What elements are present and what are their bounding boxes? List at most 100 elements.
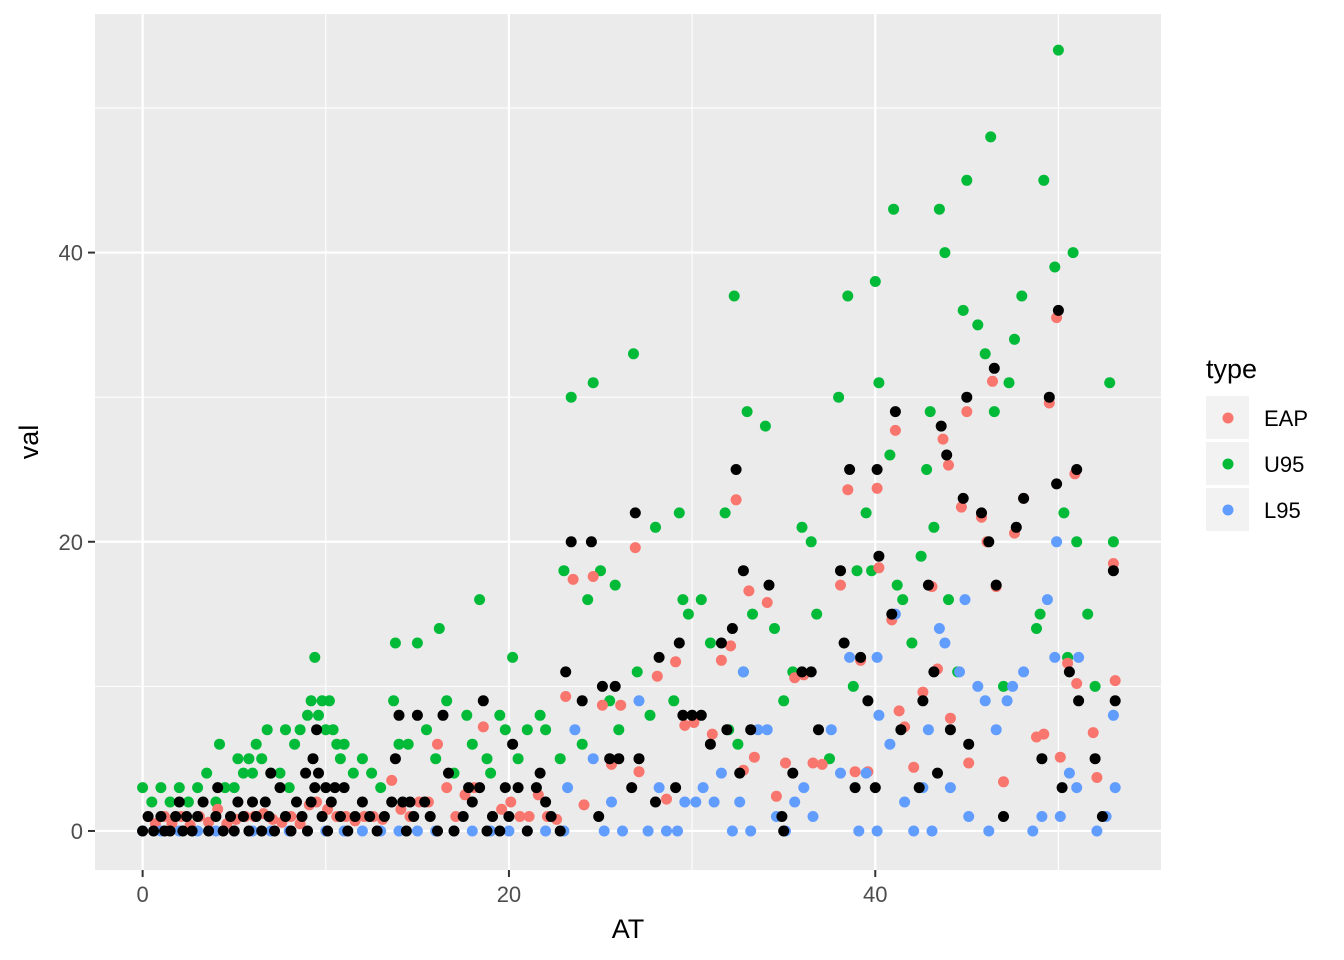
point-u95: [741, 406, 753, 418]
point-eap: [725, 640, 737, 652]
point-l95: [411, 825, 423, 837]
point-overlay: [225, 811, 236, 822]
point-u95: [842, 290, 854, 302]
series-overlay: [137, 304, 1121, 837]
point-u95: [1089, 680, 1101, 692]
point-overlay: [232, 796, 244, 808]
point-u95: [347, 767, 359, 779]
point-eap: [596, 699, 608, 711]
point-l95: [690, 796, 702, 808]
point-eap: [842, 484, 854, 496]
point-l95: [899, 796, 911, 808]
point-u95: [576, 738, 588, 750]
point-overlay: [737, 565, 749, 577]
point-l95: [873, 709, 885, 721]
point-l95: [1041, 594, 1053, 606]
point-overlay: [285, 825, 297, 837]
point-eap: [748, 751, 760, 763]
point-l95: [633, 695, 645, 707]
point-eap: [633, 766, 645, 778]
point-u95: [375, 782, 387, 794]
point-eap: [871, 482, 883, 494]
point-eap: [943, 459, 954, 471]
point-u95: [609, 579, 621, 591]
point-overlay: [371, 825, 383, 837]
point-overlay: [889, 406, 901, 418]
point-overlay: [734, 767, 746, 779]
point-u95: [356, 753, 368, 765]
point-overlay: [677, 709, 689, 721]
point-overlay: [653, 651, 665, 663]
point-u95: [924, 406, 936, 418]
point-overlay: [432, 825, 443, 837]
point-overlay: [228, 825, 240, 837]
point-overlay: [142, 811, 154, 822]
point-overlay: [404, 796, 416, 808]
point-eap: [560, 691, 572, 702]
point-u95: [778, 695, 790, 707]
point-overlay: [534, 767, 546, 779]
point-overlay: [787, 767, 799, 779]
point-u95: [338, 738, 350, 750]
point-overlay: [1109, 695, 1121, 707]
point-overlay: [1073, 695, 1085, 707]
point-u95: [146, 796, 158, 808]
point-u95: [1067, 247, 1079, 259]
point-u95: [1058, 507, 1070, 519]
point-overlay: [695, 709, 707, 721]
point-overlay: [862, 695, 874, 707]
point-l95: [959, 594, 971, 606]
point-u95: [305, 695, 317, 707]
point-overlay: [626, 782, 638, 794]
point-u95: [1049, 261, 1061, 273]
minor-gridlines: [95, 14, 1161, 870]
point-u95: [673, 507, 685, 519]
point-l95: [726, 825, 738, 837]
point-u95: [979, 348, 991, 360]
point-l95: [1071, 782, 1083, 794]
point-u95: [366, 767, 378, 779]
point-overlay: [192, 811, 204, 822]
point-overlay: [540, 796, 552, 808]
point-eap: [937, 433, 949, 445]
point-u95: [421, 724, 432, 736]
point-overlay: [256, 825, 268, 837]
point-overlay: [796, 666, 808, 678]
legend-label-l95: L95: [1264, 498, 1301, 523]
point-u95: [650, 521, 661, 533]
point-overlay: [932, 767, 943, 779]
point-u95: [565, 391, 577, 403]
point-l95: [617, 825, 628, 837]
x-tick-label: 40: [863, 882, 887, 907]
point-l95: [922, 724, 934, 736]
series-u95: [137, 44, 1119, 808]
legend-item-eap: EAP: [1206, 396, 1308, 439]
point-overlay: [443, 767, 454, 779]
point-l95: [1018, 666, 1030, 678]
point-u95: [759, 420, 771, 432]
point-u95: [769, 623, 780, 634]
point-eap: [893, 705, 905, 717]
point-u95: [430, 753, 442, 765]
point-l95: [1051, 536, 1063, 548]
point-overlay: [745, 724, 757, 736]
x-axis-title: AT: [612, 914, 645, 944]
point-overlay: [844, 464, 856, 475]
point-overlay: [300, 767, 312, 779]
point-l95: [939, 637, 951, 649]
point-l95: [569, 724, 581, 736]
y-axis-title: val: [14, 425, 44, 460]
x-tick-label: 0: [136, 882, 148, 907]
point-u95: [915, 550, 927, 562]
point-eap: [1087, 727, 1099, 739]
point-l95: [1109, 782, 1121, 794]
point-overlay: [466, 796, 478, 808]
point-eap: [917, 686, 929, 698]
point-u95: [228, 782, 240, 794]
point-u95: [668, 695, 680, 707]
point-l95: [653, 782, 665, 794]
legend-swatch-l95: [1222, 504, 1234, 516]
point-l95: [503, 825, 515, 837]
point-overlay: [871, 464, 883, 475]
